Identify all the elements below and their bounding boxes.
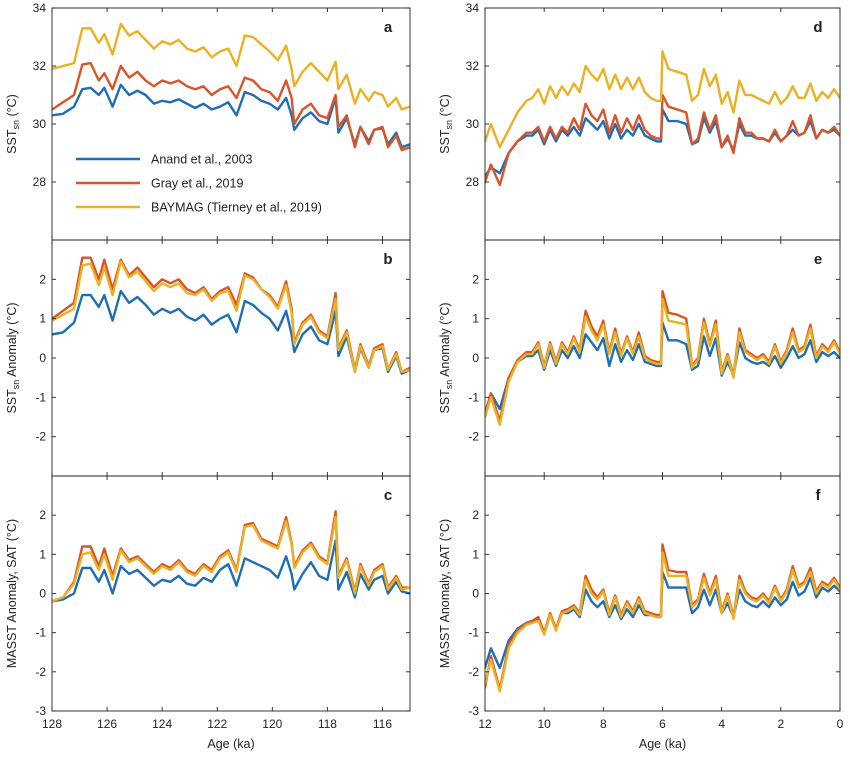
y-tick-label: 1 [39,312,46,326]
series-line-a-2 [52,22,410,111]
y-tick-label: 2 [39,508,46,522]
x-tick-label: 4 [718,717,725,731]
x-tick-label: 126 [97,717,117,731]
x-axis-title: Age (ka) [639,737,686,751]
series-group [52,22,410,152]
y-axis-title-sub: sn [11,120,21,130]
y-tick-label: 2 [472,508,479,522]
y-axis-title-main: MASST Anomaly, SAT (°C) [5,519,19,668]
x-tick-label: 124 [152,717,172,731]
legend-label: Anand et al., 2003 [151,153,253,167]
y-tick-label: -2 [468,665,479,679]
y-axis-title: SSTsn (°C) [438,94,454,154]
y-tick-label: 30 [466,117,480,131]
panel-b: -2 -1 0 1 2 SSTsn Anomaly (°C) b [5,239,411,477]
panel-d: 28 30 32 34 SSTsn (°C) d [438,1,841,241]
y-tick-label: -2 [35,430,46,444]
y-axis-title-rest: (°C) [438,94,452,120]
panel-label: f [816,487,822,504]
series-line-d-1 [485,93,840,187]
panel-a: 28 30 32 34 SSTsn (°C) a Anand et al., 2003 Gra… [5,1,411,241]
y-tick-label: -3 [35,704,46,718]
y-tick-label: 30 [33,117,47,131]
x-tick-label: 120 [262,717,282,731]
x-tick-label: 122 [207,717,227,731]
x-tick-label: 2 [777,717,784,731]
y-axis-title-main: SST [438,129,452,154]
y-axis-title: MASST Anomaly, SAT (°C) [438,519,452,668]
series-line-e-2 [485,297,840,427]
y-tick-label: 0 [472,587,479,601]
y-axis-title-main: SST [438,389,452,414]
y-tick-label: 1 [39,547,46,561]
y-tick-label: 34 [33,1,47,15]
series-group [485,543,840,693]
series-line-c-2 [52,515,410,603]
x-tick-label: 0 [837,717,844,731]
y-tick-label: -1 [35,390,46,404]
panel-label: e [814,251,822,268]
y-tick-label: 0 [472,351,479,365]
y-axis-title-sub: sn [11,380,21,390]
series-line-b-2 [52,260,410,373]
y-tick-label: 28 [466,175,480,189]
y-tick-label: 2 [472,272,479,286]
series-group [52,256,410,375]
y-axis-title-sub: sn [444,380,454,390]
y-tick-label: 0 [39,351,46,365]
x-tick-label: 12 [478,717,492,731]
y-axis-title: SSTsn Anomaly (°C) [438,302,454,413]
series-group [485,289,840,427]
y-tick-label: -2 [468,430,479,444]
y-axis-title-main: MASST Anomaly, SAT (°C) [438,519,452,668]
y-tick-label: 32 [466,59,480,73]
y-tick-label: 0 [39,587,46,601]
y-axis-title-rest: Anomaly (°C) [438,302,452,379]
y-tick-label: 1 [472,547,479,561]
x-tick-label: 6 [659,717,666,731]
y-tick-label: -3 [468,704,479,718]
y-tick-label: 32 [33,59,47,73]
panel-label: d [813,19,822,36]
y-tick-label: -1 [35,626,46,640]
y-tick-label: 1 [472,312,479,326]
panel-label: c [384,487,392,504]
panel-label: a [384,19,393,36]
series-group [52,510,410,603]
y-axis-title: SSTsn (°C) [5,94,21,154]
y-tick-label: 2 [39,272,46,286]
x-tick-label: 116 [373,717,392,731]
x-tick-label: 118 [318,717,337,731]
x-axis-title: Age (ka) [207,737,254,751]
y-tick-label: 28 [33,175,47,189]
y-axis-title-main: SST [5,389,19,414]
panel-e: -2 -1 0 1 2 SSTsn Anomaly (°C) e [438,239,841,477]
x-tick-label: 8 [600,717,607,731]
y-axis-title-rest: (°C) [5,94,19,120]
series-line-d-2 [485,50,840,149]
y-axis-title: SSTsn Anomaly (°C) [5,302,21,413]
panel-c: -3 -2 -1 0 1 2 128 126 124 122 120 118 116 Age (ka) MA… [5,475,411,751]
series-line-a-1 [52,61,410,152]
legend: Anand et al., 2003 Gray et al., 2019 BAYMA… [76,153,322,215]
x-tick-label: 10 [537,717,551,731]
y-axis-title-main: SST [5,129,19,154]
series-group [485,50,840,187]
legend-label: BAYMAG (Tierney et al., 2019) [151,201,322,215]
y-tick-label: -1 [468,390,479,404]
y-axis-title-sub: sn [444,120,454,130]
legend-label: Gray et al., 2019 [151,177,243,191]
y-tick-label: -1 [468,626,479,640]
x-tick-label: 128 [42,717,62,731]
y-axis-title-rest: Anomaly (°C) [5,302,19,379]
series-line-f-2 [485,551,840,693]
y-tick-label: -2 [35,665,46,679]
y-tick-label: 34 [466,1,480,15]
y-axis-title: MASST Anomaly, SAT (°C) [5,519,19,668]
panel-label: b [383,251,392,268]
